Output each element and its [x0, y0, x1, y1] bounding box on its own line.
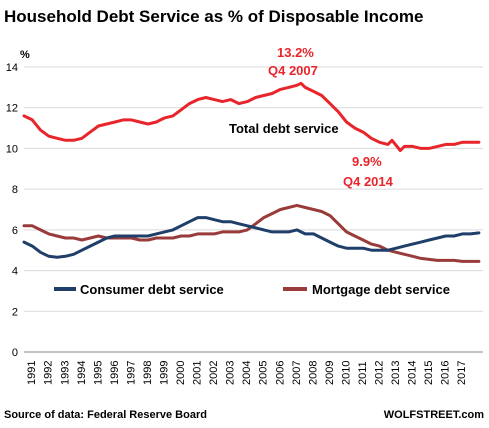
total-series-label: Total debt service	[229, 121, 339, 136]
x-tick-label: 1993	[59, 361, 71, 385]
y-tick-label: 8	[12, 184, 18, 196]
series-line-total-debt-service	[22, 81, 481, 152]
y-tick-label: 12	[6, 103, 18, 115]
x-tick-label: 2009	[324, 361, 336, 385]
mortgage-series-label: Mortgage debt service	[312, 282, 450, 297]
x-tick-label: 1998	[142, 361, 154, 385]
consumer-series-label: Consumer debt service	[80, 282, 224, 297]
y-tick-labels: 0 2 4 6 8 10 12 14	[6, 62, 18, 359]
x-tick-label: 2006	[274, 361, 286, 385]
x-tick-label: 2011	[357, 361, 369, 385]
x-tick-label: 1992	[43, 361, 55, 385]
x-tick-label: 2008	[307, 361, 319, 385]
x-tick-label: 2010	[340, 361, 352, 385]
x-tick-label: 2016	[440, 361, 452, 385]
x-tick-label: 2001	[192, 361, 204, 385]
x-tick-label: 2014	[407, 361, 419, 385]
series-line-mortgage-debt-service	[22, 203, 481, 263]
peak-date-label: Q4 2007	[268, 63, 318, 78]
y-tick-label: 4	[12, 266, 18, 278]
x-tick-labels: 1991 1992 1993 1994 1995 1996 1997 1998 1999 2000…	[26, 361, 468, 385]
series-line-consumer-debt-service	[22, 216, 481, 259]
credit-note: WOLFSTREET.com	[384, 409, 484, 421]
x-tick-label: 1996	[109, 361, 121, 385]
peak-value-label: 13.2%	[277, 45, 314, 60]
x-tick-label: 1994	[76, 361, 88, 385]
source-note: Source of data: Federal Reserve Board	[4, 409, 207, 421]
x-tick-label: 2004	[241, 361, 253, 385]
x-tick-label: 2017	[456, 361, 468, 385]
x-tick-label: 1999	[159, 361, 171, 385]
trough-date-label: Q4 2014	[343, 174, 394, 189]
series-lines	[22, 81, 481, 263]
y-tick-label: 10	[6, 143, 18, 155]
x-tick-label: 2005	[258, 361, 270, 385]
x-tick-label: 1997	[125, 361, 137, 385]
x-tick-label: 1991	[26, 361, 38, 385]
x-tick-label: 2013	[390, 361, 402, 385]
trough-value-label: 9.9%	[352, 154, 382, 169]
gridlines	[24, 66, 483, 353]
x-tick-label: 1995	[92, 361, 104, 385]
x-tick-label: 2003	[225, 361, 237, 385]
chart-title: Household Debt Service as % of Disposabl…	[4, 7, 423, 26]
x-tick-label: 2015	[423, 361, 435, 385]
x-tick-label: 2012	[374, 361, 386, 385]
y-axis-unit: %	[20, 49, 30, 61]
x-tick-label: 2002	[208, 361, 220, 385]
y-tick-label: 6	[12, 225, 18, 237]
x-tick-label: 2007	[291, 361, 303, 385]
x-tick-label: 2000	[175, 361, 187, 385]
y-tick-label: 14	[6, 62, 18, 74]
y-tick-label: 0	[12, 347, 18, 359]
y-tick-label: 2	[12, 306, 18, 318]
